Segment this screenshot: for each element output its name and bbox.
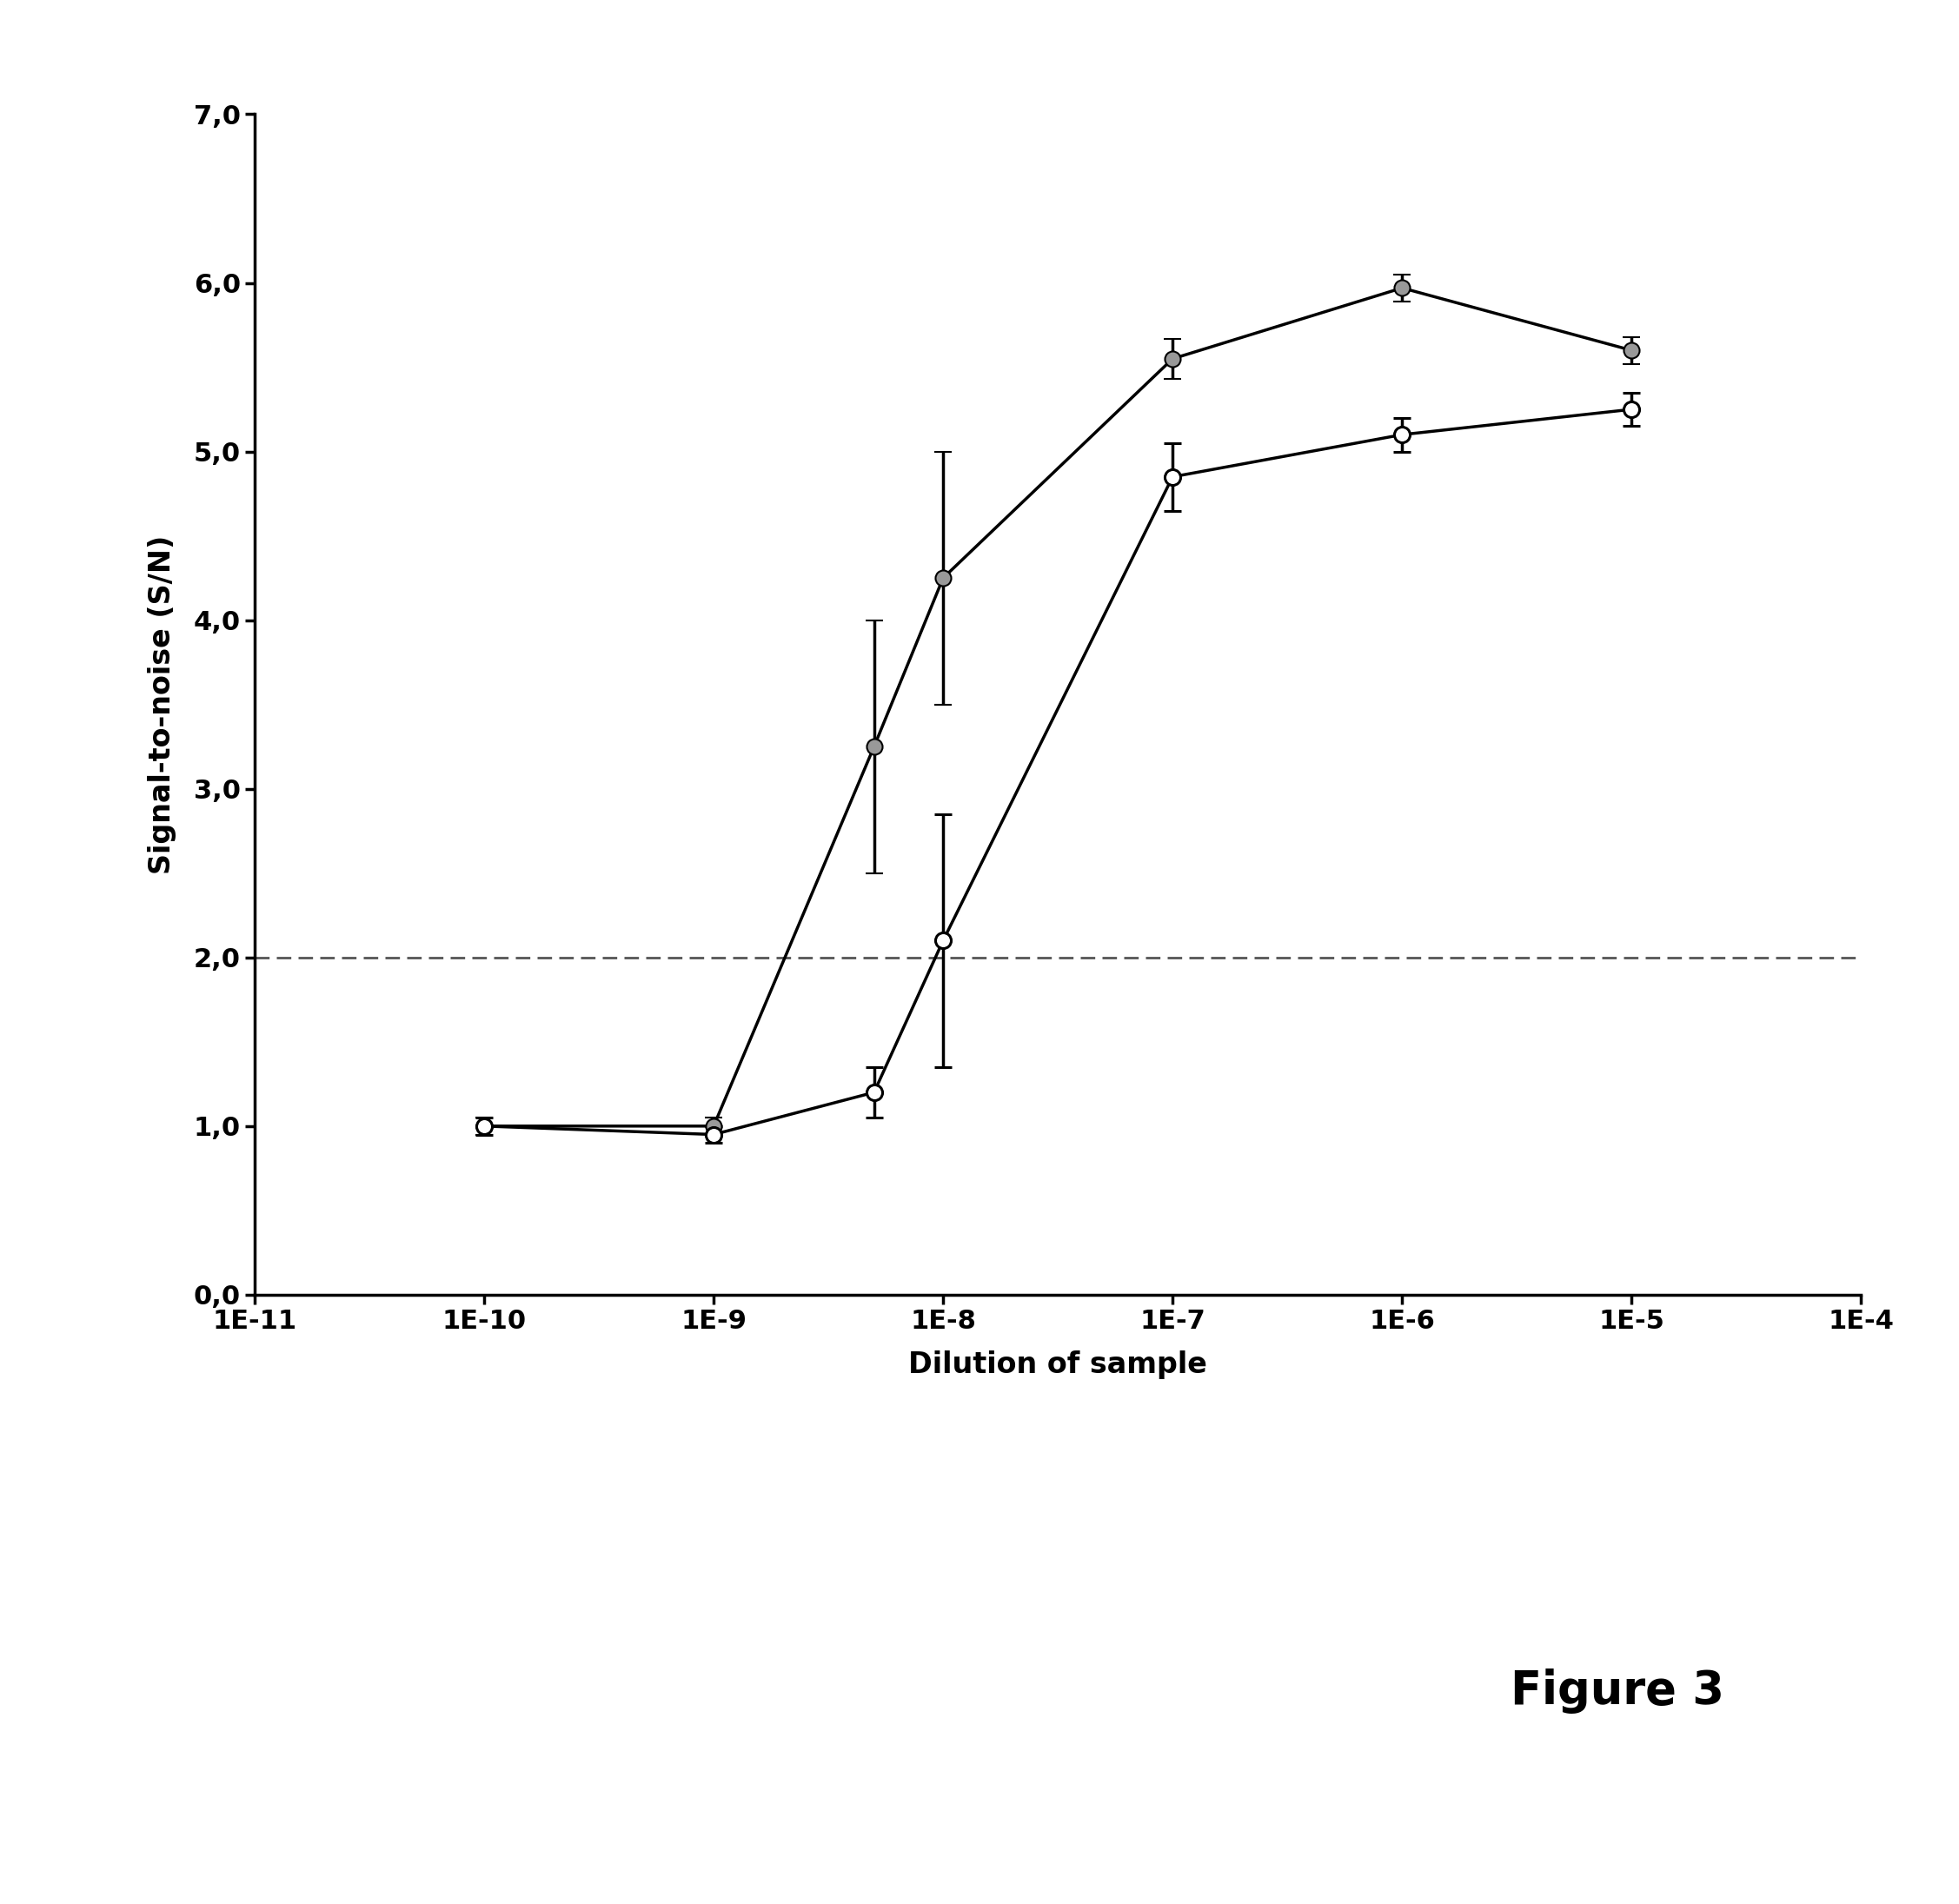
X-axis label: Dilution of sample: Dilution of sample bbox=[909, 1350, 1207, 1378]
Text: Figure 3: Figure 3 bbox=[1510, 1668, 1724, 1714]
Y-axis label: Signal-to-noise (S/N): Signal-to-noise (S/N) bbox=[149, 535, 176, 874]
